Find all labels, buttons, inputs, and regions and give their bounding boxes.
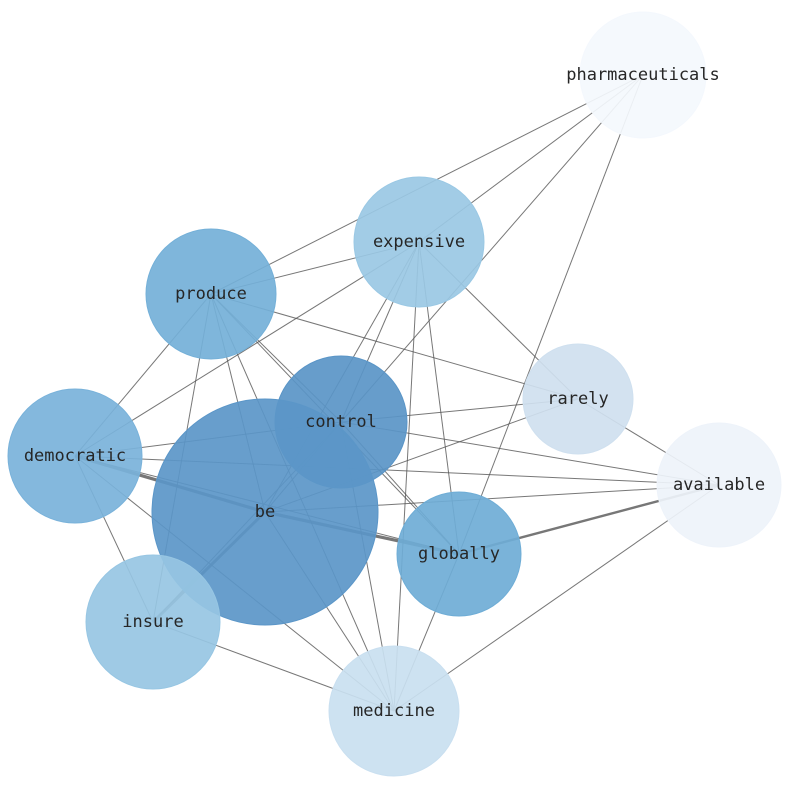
graph-node[interactable]: [145, 228, 277, 360]
graph-node[interactable]: [396, 491, 522, 617]
graph-node[interactable]: [353, 176, 485, 308]
graph-edge: [458, 74, 644, 555]
graph-node[interactable]: [151, 398, 379, 626]
graph-node[interactable]: [7, 388, 143, 524]
graph-edge: [393, 484, 720, 712]
graph-node[interactable]: [656, 422, 782, 548]
node-layer: [7, 11, 782, 777]
graph-node[interactable]: [85, 554, 221, 690]
graph-node[interactable]: [328, 645, 460, 777]
graph-edge: [393, 241, 420, 712]
graph-node[interactable]: [579, 11, 707, 139]
graph-edge: [340, 74, 644, 423]
graph-node[interactable]: [522, 343, 634, 455]
graph-edge: [74, 241, 420, 457]
